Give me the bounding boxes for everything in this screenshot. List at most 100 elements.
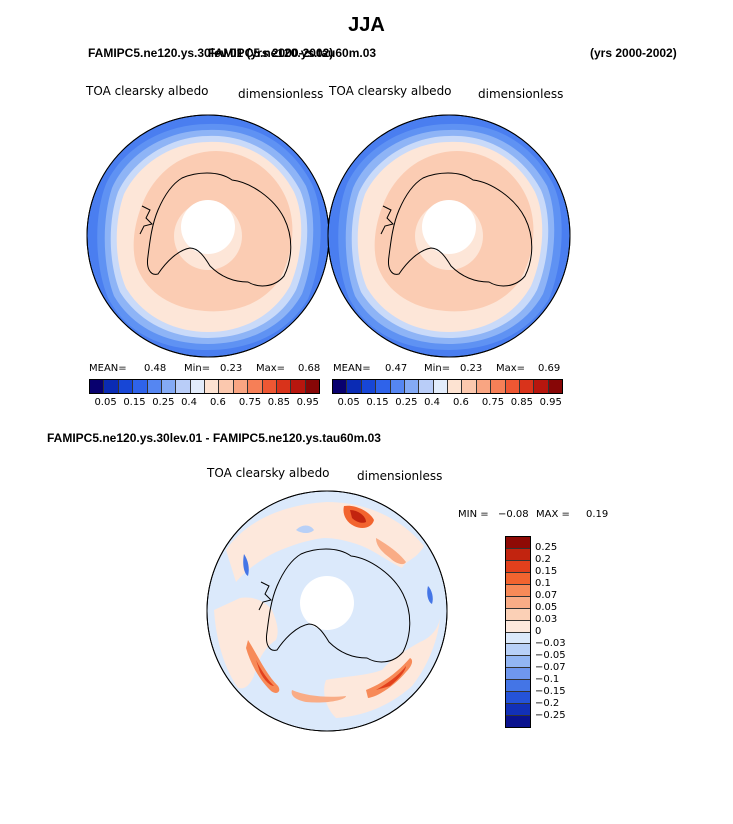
colorbar-tick-label: 0.75	[238, 397, 262, 408]
colorbar-tick-label: 0.05	[337, 397, 360, 408]
panel1-polar-map	[86, 114, 330, 358]
colorbar-swatch	[305, 380, 319, 393]
colorbar-swatch	[506, 537, 530, 549]
panel2-mean-label: MEAN=	[333, 363, 371, 374]
colorbar-swatch	[104, 380, 119, 393]
colorbar-tick-label: 0.95	[296, 397, 319, 408]
colorbar-swatch	[376, 380, 391, 393]
figure-title: JJA	[348, 14, 385, 36]
diff-max-label: MAX =	[536, 509, 570, 520]
diff-units-label: dimensionless	[357, 469, 443, 483]
colorbar-tick-label: 0.03	[535, 614, 558, 625]
colorbar-swatch	[333, 380, 348, 393]
panel2-units-label: dimensionless	[478, 87, 564, 101]
colorbar-swatch	[505, 380, 520, 393]
colorbar-tick-label: −0.25	[535, 710, 566, 721]
colorbar-swatch	[506, 620, 530, 633]
colorbar-tick-label: 0.95	[539, 397, 562, 408]
colorbar-swatch	[506, 692, 530, 705]
colorbar-tick-label: 0.25	[535, 542, 558, 553]
colorbar-swatch	[506, 608, 530, 621]
colorbar-swatch	[118, 380, 134, 393]
colorbar-tick-label: 0.4	[181, 397, 197, 408]
colorbar-swatch	[262, 380, 277, 393]
colorbar-tick-label: −0.03	[535, 638, 566, 649]
colorbar-swatch	[491, 380, 506, 393]
panel2-min-label: Min=	[424, 363, 451, 374]
case-title-2: FAMIPC5.ne120.ys.tau60m.03	[208, 46, 377, 60]
colorbar-swatch	[390, 380, 405, 393]
colorbar-swatch	[506, 596, 530, 609]
panel2-colorbar	[332, 379, 563, 394]
colorbar-swatch	[291, 380, 306, 393]
colorbar-swatch	[248, 380, 263, 393]
colorbar-swatch	[419, 380, 434, 393]
colorbar-swatch	[462, 380, 477, 393]
colorbar-tick-label: 0.75	[481, 397, 505, 408]
colorbar-tick-label: −0.07	[535, 662, 566, 673]
colorbar-swatch	[233, 380, 249, 393]
colorbar-tick-label: 0.15	[123, 397, 146, 408]
colorbar-tick-label: 0.25	[152, 397, 175, 408]
panel1-mean-value: 0.48	[144, 363, 167, 374]
colorbar-swatch	[519, 380, 535, 393]
colorbar-swatch	[133, 380, 148, 393]
colorbar-tick-label: 0.05	[535, 602, 558, 613]
panel2-max-label: Max=	[496, 363, 526, 374]
colorbar-swatch	[506, 632, 530, 645]
difference-colorbar	[505, 536, 531, 728]
colorbar-swatch	[506, 680, 530, 693]
colorbar-swatch	[404, 380, 420, 393]
colorbar-tick-label: 0.25	[395, 397, 418, 408]
colorbar-tick-label: 0.4	[424, 397, 440, 408]
panel1-variable-label: TOA clearsky albedo	[86, 84, 209, 98]
colorbar-swatch	[506, 584, 530, 597]
colorbar-tick-label: 0.07	[535, 590, 558, 601]
panel2-min-value: 0.23	[460, 363, 483, 374]
colorbar-swatch	[190, 380, 205, 393]
colorbar-swatch	[433, 380, 448, 393]
colorbar-swatch	[219, 380, 234, 393]
colorbar-swatch	[205, 380, 220, 393]
colorbar-swatch	[506, 668, 530, 681]
colorbar-tick-label: −0.1	[535, 674, 560, 685]
colorbar-swatch	[176, 380, 191, 393]
panel1-max-value: 0.68	[298, 363, 321, 374]
colorbar-swatch	[476, 380, 492, 393]
colorbar-swatch	[506, 560, 530, 573]
difference-polar-map	[206, 490, 448, 732]
colorbar-tick-label: 0.1	[535, 578, 551, 589]
difference-title: FAMIPC5.ne120.ys.30lev.01 - FAMIPC5.ne12…	[47, 431, 381, 445]
colorbar-tick-label: −0.2	[535, 698, 560, 709]
case-title-1: FAMIPC5.ne120.ys.30lev.01 (yrs 2000-2002…	[88, 46, 334, 60]
colorbar-swatch	[276, 380, 292, 393]
colorbar-tick-label: 0	[535, 626, 542, 637]
panel1-min-value: 0.23	[220, 363, 243, 374]
colorbar-swatch	[506, 716, 530, 727]
colorbar-tick-label: 0.05	[94, 397, 117, 408]
colorbar-swatch	[147, 380, 162, 393]
colorbar-swatch	[506, 656, 530, 669]
colorbar-swatch	[448, 380, 463, 393]
diff-min-value: −0.08	[498, 509, 529, 520]
diff-max-value: 0.19	[586, 509, 609, 520]
colorbar-tick-label: 0.15	[366, 397, 389, 408]
colorbar-swatch	[506, 704, 530, 717]
colorbar-tick-label: 0.6	[209, 397, 226, 408]
colorbar-swatch	[161, 380, 177, 393]
panel1-max-label: Max=	[256, 363, 286, 374]
colorbar-swatch	[506, 572, 530, 585]
colorbar-swatch	[347, 380, 362, 393]
colorbar-swatch	[548, 380, 562, 393]
panel1-mean-label: MEAN=	[89, 363, 127, 374]
colorbar-swatch	[90, 380, 105, 393]
colorbar-swatch	[361, 380, 377, 393]
colorbar-tick-label: 0.85	[267, 397, 290, 408]
panel2-max-value: 0.69	[538, 363, 561, 374]
diff-variable-label: TOA clearsky albedo	[207, 466, 330, 480]
colorbar-swatch	[506, 548, 530, 561]
colorbar-tick-label: 0.85	[510, 397, 533, 408]
colorbar-tick-label: 0.6	[452, 397, 469, 408]
colorbar-tick-label: 0.15	[535, 566, 558, 577]
panel2-variable-label: TOA clearsky albedo	[329, 84, 452, 98]
